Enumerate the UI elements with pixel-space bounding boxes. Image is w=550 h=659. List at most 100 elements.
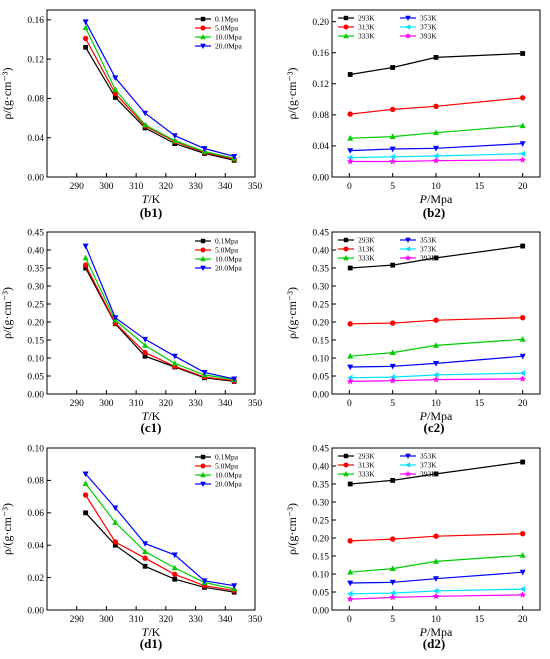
y-tick-label: 0.12: [27, 55, 44, 65]
square-marker: [142, 563, 148, 569]
down-triangle-marker: [112, 315, 119, 321]
up-triangle-marker: [519, 552, 526, 558]
up-triangle-marker: [389, 349, 396, 355]
legend-label: 393K: [420, 470, 437, 479]
down-triangle-marker: [231, 376, 238, 383]
y-tick-label: 0.25: [312, 300, 329, 310]
circle-marker: [200, 463, 206, 469]
data-series: [347, 370, 526, 381]
series-line: [350, 378, 523, 382]
circle-marker: [433, 103, 439, 110]
down-triangle-marker: [200, 43, 206, 49]
y-tick-label: 0.35: [312, 480, 329, 490]
series-line: [350, 338, 523, 357]
star-marker: [519, 375, 527, 382]
legend-label: 333K: [358, 32, 375, 41]
y-tick-label: 0.30: [27, 282, 44, 292]
square-marker: [200, 454, 206, 460]
x-tick-label: 5: [390, 399, 395, 409]
y-tick-label: 0.00: [312, 173, 329, 183]
data-series: [347, 552, 526, 575]
y-tick-label: 0.06: [27, 509, 44, 519]
plot-frame: [46, 231, 256, 395]
x-tick-label: 5: [390, 615, 395, 625]
up-triangle-marker: [142, 342, 149, 348]
y-tick-label: 0.35: [27, 264, 44, 274]
up-triangle-marker: [433, 342, 439, 348]
y-tick-label: 0.20: [312, 18, 329, 28]
x-axis-label: P/Mpa: [419, 625, 453, 639]
y-axis-label: ρ/(g·cm⁻³): [0, 503, 14, 555]
legend-label: 10.0Mpa: [215, 33, 243, 42]
plot-frame: [46, 9, 256, 178]
left-triangle-marker: [405, 462, 411, 468]
x-axis-label: T/K: [142, 192, 161, 206]
circle-marker: [519, 95, 526, 101]
series-line: [85, 46, 235, 161]
legend-label: 5.0Mpa: [215, 24, 239, 33]
left-triangle-marker: [389, 374, 396, 381]
left-triangle-marker: [389, 153, 396, 160]
up-triangle-marker: [82, 480, 89, 486]
panel-label: (c1): [141, 420, 162, 435]
y-axis-label: ρ/(g·cm⁻³): [285, 68, 299, 120]
star-marker: [404, 32, 412, 39]
y-tick-label: 0.08: [27, 95, 44, 105]
y-tick-label: 0.40: [312, 246, 329, 256]
y-tick-label: 0.05: [27, 372, 44, 382]
up-triangle-marker: [171, 137, 178, 144]
left-triangle-marker: [519, 150, 526, 157]
circle-marker: [112, 539, 119, 545]
down-triangle-marker: [389, 146, 396, 153]
data-series: [83, 265, 237, 384]
down-triangle-marker: [201, 578, 208, 584]
square-marker: [142, 353, 148, 359]
data-series: [347, 122, 526, 141]
up-triangle-marker: [343, 33, 349, 39]
legend-label: 293K: [358, 14, 375, 23]
x-tick-label: 340: [218, 615, 233, 625]
y-tick-label: 0.20: [312, 318, 329, 328]
star-marker: [432, 376, 440, 383]
y-tick-label: 0.45: [312, 228, 329, 238]
legend-label: 10.0Mpa: [215, 255, 243, 264]
up-triangle-marker: [142, 548, 149, 555]
down-triangle-marker: [142, 541, 149, 547]
y-tick-label: 0.15: [312, 336, 329, 346]
x-axis-unit: /Mpa: [427, 409, 453, 423]
legend-label: 20.0Mpa: [215, 480, 243, 489]
data-series: [346, 591, 527, 603]
panel-label: (d2): [423, 636, 445, 651]
data-series: [346, 375, 527, 385]
x-tick-label: 320: [159, 399, 174, 409]
chart-panel: 0 5 10 15 20 0.00 0.05 0.10 0.15 0.20 0.25 0.30 0.35…: [285, 444, 541, 651]
circle-marker: [343, 24, 349, 30]
data-series: [347, 336, 526, 359]
left-triangle-marker: [432, 371, 439, 378]
x-axis-variable: P: [419, 409, 428, 423]
series-line: [350, 461, 523, 485]
up-triangle-marker: [519, 336, 526, 342]
square-marker: [520, 243, 526, 249]
x-axis-unit: /Mpa: [427, 192, 453, 206]
data-series: [347, 314, 526, 327]
up-triangle-marker: [82, 24, 89, 31]
down-triangle-marker: [519, 353, 526, 360]
x-axis-unit: /K: [148, 625, 160, 639]
square-marker: [347, 481, 353, 487]
down-triangle-marker: [389, 363, 396, 370]
y-tick-label: 0.04: [27, 134, 44, 144]
circle-marker: [172, 571, 178, 578]
legend-label: 5.0Mpa: [215, 246, 239, 255]
up-triangle-marker: [142, 121, 149, 128]
down-triangle-marker: [142, 336, 149, 343]
y-tick-label: 0.04: [312, 142, 329, 152]
series-line: [85, 512, 235, 593]
series-line: [350, 143, 523, 152]
x-tick-label: 320: [159, 615, 174, 625]
y-tick-label: 0.30: [312, 498, 329, 508]
